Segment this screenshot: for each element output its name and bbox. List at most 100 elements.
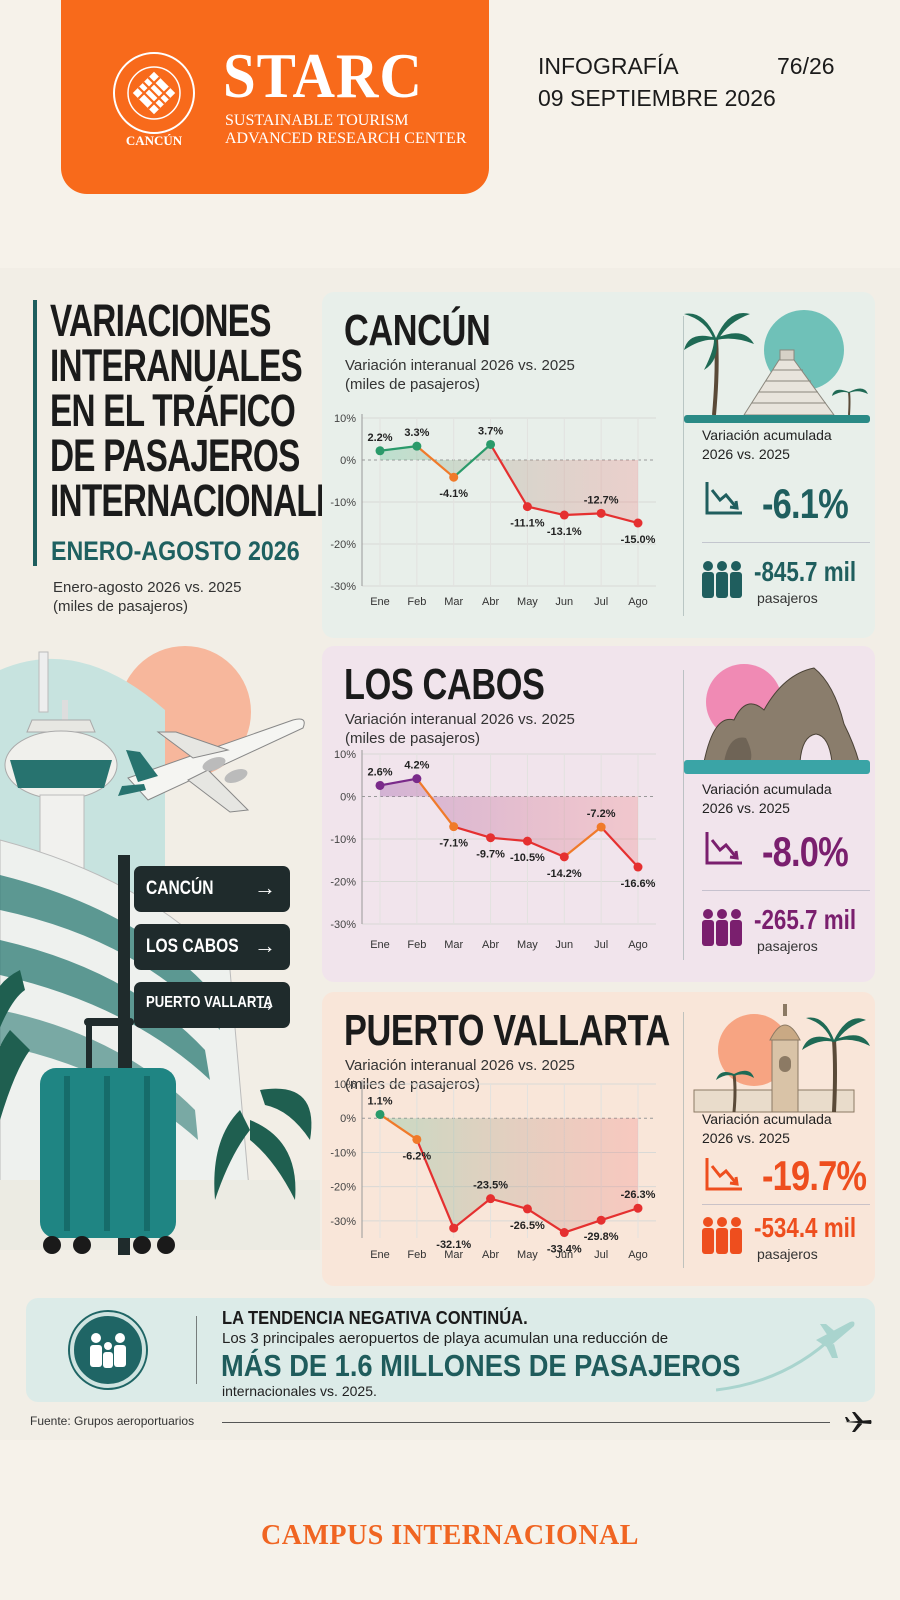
line-segment — [527, 505, 565, 517]
data-point — [522, 502, 532, 512]
panel-puerto-vallarta: PUERTO VALLARTA Variación interanual 202… — [322, 992, 875, 1286]
area-fill — [380, 444, 638, 523]
footer-campus: CAMPUS INTERNACIONAL — [261, 1520, 639, 1551]
banner-highlight: MÁS DE 1.6 MILLONES DE PASAJEROS — [221, 1348, 741, 1383]
passengers-value: -265.7 mil — [754, 904, 857, 935]
x-tick-label: Jul — [594, 596, 608, 608]
desc-line1: Variación interanual 2026 vs. 2025 — [345, 711, 575, 728]
data-point — [633, 862, 643, 872]
data-point — [449, 822, 459, 832]
x-tick-label: Mar — [444, 939, 463, 951]
panel-divider — [683, 316, 684, 616]
source-note: Fuente: Grupos aeroportuarios — [30, 1414, 195, 1428]
data-point — [522, 836, 532, 846]
y-tick-label: -10% — [330, 834, 356, 846]
acc-line1: Variación acumulada — [702, 427, 832, 443]
data-point — [449, 472, 459, 482]
x-tick-label: Ene — [370, 1249, 390, 1261]
x-tick-label: Jul — [594, 939, 608, 951]
data-point — [633, 1203, 643, 1213]
separator — [702, 890, 870, 891]
x-tick-label: Ago — [628, 596, 648, 608]
area-fill — [380, 1114, 638, 1233]
x-tick-label: May — [517, 596, 538, 608]
acc-line2: 2026 vs. 2025 — [702, 446, 790, 462]
title-line: INTERANUALES — [50, 340, 303, 391]
data-point — [522, 1204, 532, 1214]
data-label: 2.2% — [367, 432, 392, 444]
line-segment — [415, 777, 455, 828]
x-tick-label: Jul — [594, 1249, 608, 1261]
pyramid-palm-illustration — [684, 310, 870, 423]
y-tick-label: -10% — [330, 497, 356, 509]
y-tick-label: 0% — [340, 792, 356, 804]
y-tick-label: -20% — [330, 539, 356, 551]
x-tick-label: Feb — [407, 939, 426, 951]
sign-cancun: CANCÚN → — [134, 866, 290, 912]
doc-number: 76/26 — [777, 53, 835, 79]
panel-los-cabos: LOS CABOS Variación interanual 2026 vs. … — [322, 646, 875, 982]
line-segment — [490, 836, 528, 843]
period-subtitle: ENERO-AGOSTO 2026 — [51, 536, 300, 566]
line-chart-cancun: 10% 0% -10% -20% -30% 2.2% 3.3% -4.1% 3.7% -11.1%… — [330, 413, 656, 608]
line-segment — [379, 445, 417, 452]
data-label: -33.4% — [547, 1244, 582, 1256]
university-seal-icon — [113, 52, 195, 134]
accumulated-value: -6.1% — [762, 480, 849, 527]
data-point — [559, 1228, 569, 1238]
x-tick-label: May — [517, 1249, 538, 1261]
x-tick-label: Mar — [444, 1249, 463, 1261]
line-segment — [379, 777, 418, 787]
y-tick-label: 10% — [334, 1079, 356, 1091]
plane-swoosh-icon — [716, 1321, 855, 1392]
trend-down-icon — [705, 1158, 742, 1191]
desc-line1: Variación interanual 2026 vs. 2025 — [345, 357, 575, 374]
title-accent-bar — [33, 300, 37, 566]
passengers-unit: pasajeros — [757, 1246, 818, 1262]
line-segment — [489, 443, 529, 508]
separator — [702, 542, 870, 543]
data-point — [486, 1194, 496, 1204]
y-tick-label: -10% — [330, 1147, 356, 1159]
data-label: -10.5% — [510, 852, 545, 864]
data-label: 2.6% — [367, 766, 392, 778]
arrow-right-icon: → — [254, 933, 276, 958]
brand-name: STARC — [223, 40, 423, 111]
y-tick-label: -20% — [330, 1182, 356, 1194]
data-point — [596, 508, 606, 518]
x-tick-label: Mar — [444, 596, 463, 608]
panel-divider — [683, 670, 684, 960]
acc-line1: Variación acumulada — [702, 1111, 832, 1127]
data-label: -13.1% — [547, 526, 582, 538]
accumulated-value: -8.0% — [762, 828, 849, 875]
data-label: -12.7% — [584, 494, 619, 506]
line-segment — [600, 826, 639, 868]
data-label: -14.2% — [547, 868, 582, 880]
source-line — [222, 1422, 830, 1423]
data-point — [412, 774, 422, 784]
sign-label: CANCÚN — [146, 878, 214, 899]
trend-down-icon — [705, 832, 742, 865]
church-palm-illustration — [693, 1004, 870, 1113]
data-label: -23.5% — [473, 1180, 508, 1192]
arrow-right-icon: → — [254, 991, 276, 1016]
acc-line1: Variación acumulada — [702, 781, 832, 797]
desc-line2: (miles de pasajeros) — [345, 730, 481, 747]
banner-divider — [196, 1316, 197, 1384]
family-icon — [90, 1333, 126, 1368]
line-segment — [600, 512, 639, 525]
panel-description: Variación interanual 2026 vs. 2025 (mile… — [345, 356, 575, 394]
panel-description: Variación interanual 2026 vs. 2025 (mile… — [345, 710, 575, 748]
arch-rock-illustration — [684, 664, 870, 774]
x-tick-label: Jun — [555, 596, 573, 608]
data-point — [633, 518, 643, 528]
x-tick-label: Ene — [370, 939, 390, 951]
y-tick-label: 10% — [334, 413, 356, 425]
line-segment — [490, 1197, 528, 1210]
title-line: EN EL TRÁFICO — [50, 385, 296, 436]
data-label: 3.3% — [404, 427, 429, 439]
x-tick-label: Feb — [407, 1249, 426, 1261]
x-tick-label: Ago — [628, 939, 648, 951]
trend-down-icon — [705, 482, 742, 515]
page-title: VARIACIONES INTERANUALES EN EL TRÁFICO D… — [50, 298, 368, 523]
